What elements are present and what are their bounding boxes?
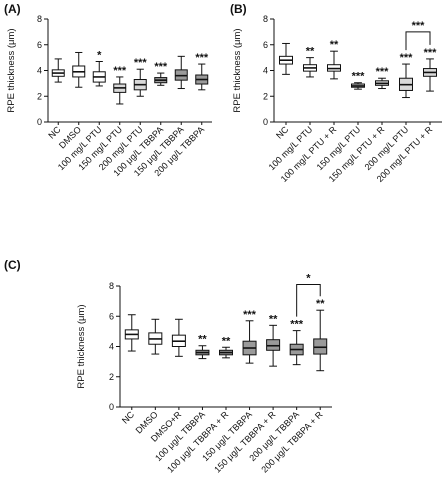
significance-label: *** — [376, 66, 390, 78]
y-tick-label: 2 — [109, 372, 114, 382]
x-category-label: NC — [46, 124, 63, 141]
significance-label: *** — [400, 52, 414, 64]
significance-label: *** — [113, 65, 127, 77]
y-tick-label: 0 — [37, 117, 42, 127]
significance-label: *** — [134, 57, 148, 69]
y-tick-label: 6 — [37, 40, 42, 50]
x-category-label: NC — [274, 124, 291, 141]
y-tick-label: 2 — [37, 91, 42, 101]
significance-label: ** — [222, 335, 231, 347]
comparison-bracket — [296, 283, 321, 317]
bracket-significance-label: *** — [412, 20, 426, 32]
y-tick-label: 4 — [37, 66, 42, 76]
y-tick-label: 0 — [263, 117, 268, 127]
y-tick-label: 8 — [263, 14, 268, 24]
y-tick-label: 2 — [263, 91, 268, 101]
significance-label: *** — [243, 309, 257, 321]
y-tick-label: 4 — [109, 342, 114, 352]
panel-label: (B) — [230, 2, 247, 16]
y-axis-label: RPE thickness (μm) — [232, 28, 243, 112]
significance-label: *** — [352, 71, 366, 83]
y-axis-label: RPE thickness (μm) — [76, 304, 87, 388]
y-tick-label: 8 — [37, 14, 42, 24]
significance-label: *** — [290, 319, 304, 331]
x-category-label: NC — [120, 409, 137, 426]
significance-label: ** — [198, 334, 207, 346]
significance-label: * — [97, 49, 102, 61]
significance-label: ** — [306, 46, 315, 58]
y-tick-label: 4 — [263, 66, 268, 76]
y-tick-label: 6 — [263, 40, 268, 50]
significance-label: ** — [316, 298, 325, 310]
significance-label: *** — [154, 61, 168, 73]
y-tick-label: 0 — [109, 402, 114, 412]
y-tick-label: 6 — [109, 311, 114, 321]
y-axis-label: RPE thickness (μm) — [6, 28, 17, 112]
significance-label: *** — [424, 47, 438, 59]
comparison-bracket — [405, 31, 431, 51]
significance-label: ** — [269, 313, 278, 325]
y-tick-label: 8 — [109, 281, 114, 291]
bracket-significance-label: * — [306, 272, 311, 284]
panel-label: (A) — [4, 2, 21, 16]
panel-label: (C) — [4, 258, 21, 272]
significance-label: *** — [195, 52, 209, 64]
significance-label: ** — [330, 39, 339, 51]
